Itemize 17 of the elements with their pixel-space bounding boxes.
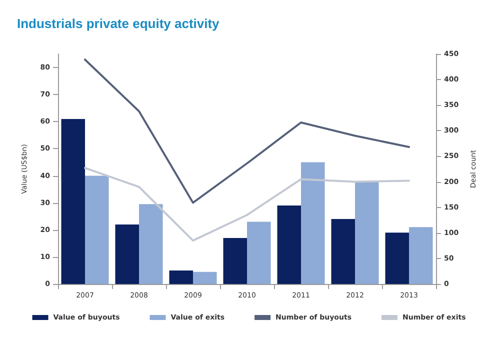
bar [301, 162, 325, 284]
bar [61, 118, 85, 284]
bar [169, 270, 193, 284]
bar [355, 181, 379, 284]
bar [277, 206, 301, 284]
bar [331, 219, 355, 284]
bar [409, 227, 433, 284]
bar [193, 272, 217, 284]
bar [139, 204, 163, 284]
bar [115, 224, 139, 284]
bar [85, 176, 109, 284]
chart-title: Industrials private equity activity [17, 16, 220, 31]
line-series [84, 58, 410, 204]
bar [223, 238, 247, 284]
bar [247, 222, 271, 284]
line-series [84, 166, 410, 242]
bar [385, 232, 409, 284]
